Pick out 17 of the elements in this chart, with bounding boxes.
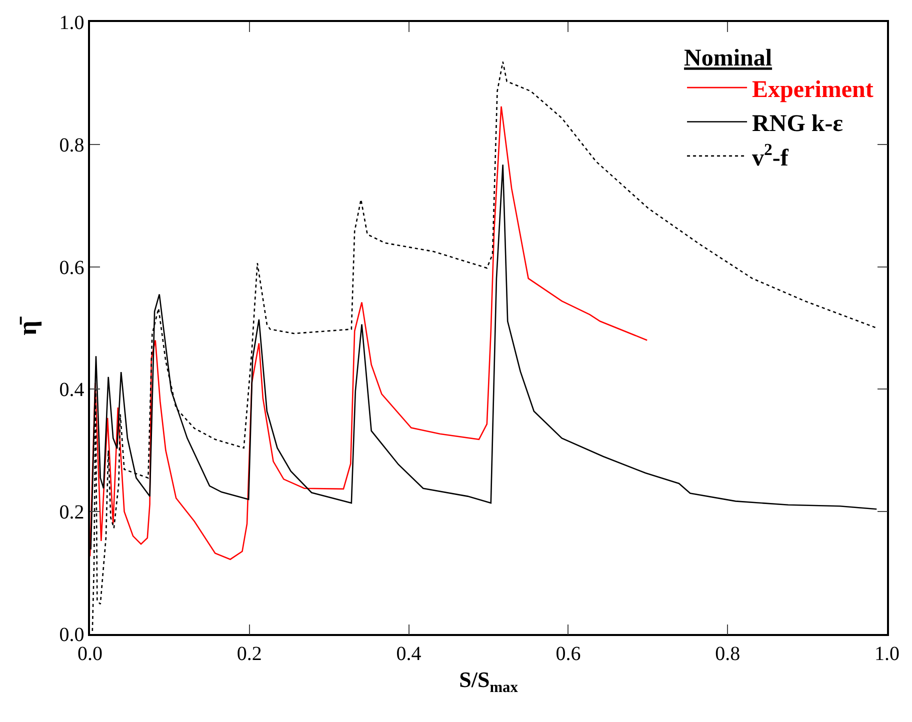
y-tick-label: 0.8 [59,134,84,156]
x-tick-label: 0.4 [396,642,422,665]
y-tick-label: 0.6 [59,256,84,279]
x-tick-label: 0.2 [236,642,262,665]
legend-label: v$^{2}$-f [752,140,790,172]
legend-title: Nominal [684,45,772,72]
y-tick-label: 0.4 [59,379,84,402]
x-tick-label: 1.0 [874,642,900,665]
x-tick-label: 0.8 [715,642,740,665]
legend-label: Experiment [752,76,874,103]
y-tick-label: 0.2 [59,502,84,524]
legend-label: RNG k-ε [752,111,843,138]
x-axis-title: S/S$_{max}$ [459,667,518,696]
y-tick-label: 1.0 [59,12,84,34]
y-axis-title: η̄ [13,316,42,336]
line-series [90,106,648,560]
x-tick-label: 0.6 [556,642,581,665]
